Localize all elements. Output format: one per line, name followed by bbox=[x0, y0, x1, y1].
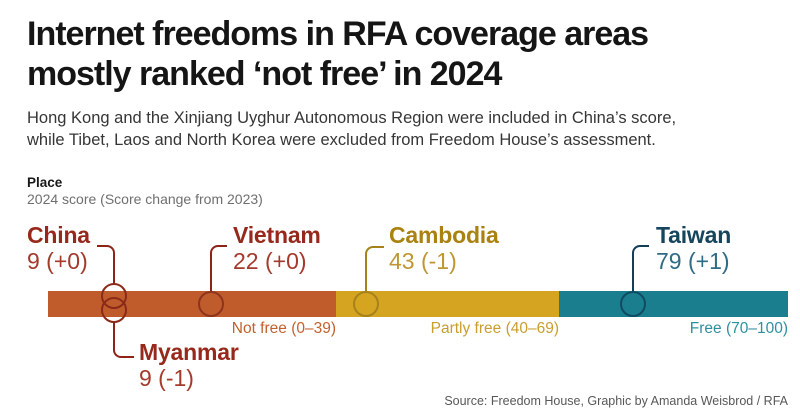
callout-cambodia: Cambodia 43 (-1) bbox=[389, 222, 499, 275]
free-band-label: Free (70–100) bbox=[689, 320, 788, 337]
taiwan-callout-line bbox=[632, 245, 649, 291]
callout-vietnam-name: Vietnam bbox=[233, 222, 321, 248]
chart-title-line1: Internet freedoms in RFA coverage areas bbox=[27, 15, 649, 53]
callout-taiwan-score: 79 (+1) bbox=[656, 248, 730, 274]
chart-subtitle-line2: while Tibet, Laos and North Korea were e… bbox=[27, 131, 656, 149]
partly-free-band-label: Partly free (40–69) bbox=[430, 320, 559, 337]
callout-cambodia-name: Cambodia bbox=[389, 222, 499, 248]
callout-vietnam: Vietnam 22 (+0) bbox=[233, 222, 321, 275]
callout-cambodia-score: 43 (-1) bbox=[389, 248, 457, 274]
source-credit: Source: Freedom House, Graphic by Amanda… bbox=[444, 394, 788, 408]
vietnam-marker-circle bbox=[198, 291, 224, 317]
callout-china-name: China bbox=[27, 222, 90, 248]
myanmar-marker-circle bbox=[101, 297, 127, 323]
callout-myanmar-score: 9 (-1) bbox=[139, 365, 194, 391]
callout-taiwan-name: Taiwan bbox=[656, 222, 732, 248]
legend-place-label: Place bbox=[27, 175, 63, 190]
china-callout-line bbox=[97, 245, 115, 284]
vietnam-callout-line bbox=[210, 245, 227, 291]
myanmar-callout-line bbox=[113, 322, 134, 358]
callout-myanmar: Myanmar 9 (-1) bbox=[139, 339, 239, 392]
chart-subtitle-line1: Hong Kong and the Xinjiang Uyghur Autono… bbox=[27, 109, 677, 127]
callout-vietnam-score: 22 (+0) bbox=[233, 248, 307, 274]
not-free-segment bbox=[48, 291, 336, 317]
taiwan-marker-circle bbox=[620, 291, 646, 317]
callout-china: China 9 (+0) bbox=[27, 222, 90, 275]
cambodia-callout-line bbox=[365, 246, 384, 291]
chart-title: Internet freedoms in RFA coverage areas … bbox=[27, 14, 649, 94]
callout-myanmar-name: Myanmar bbox=[139, 339, 239, 365]
chart-title-line2: mostly ranked ‘not free’ in 2024 bbox=[27, 55, 502, 93]
not-free-band-label: Not free (0–39) bbox=[231, 320, 336, 337]
score-scale-bar bbox=[48, 291, 788, 317]
cambodia-marker-circle bbox=[353, 291, 379, 317]
legend-score-label: 2024 score (Score change from 2023) bbox=[27, 191, 263, 207]
chart-subtitle: Hong Kong and the Xinjiang Uyghur Autono… bbox=[27, 107, 676, 151]
free-segment bbox=[559, 291, 788, 317]
callout-china-score: 9 (+0) bbox=[27, 248, 88, 274]
callout-taiwan: Taiwan 79 (+1) bbox=[656, 222, 732, 275]
